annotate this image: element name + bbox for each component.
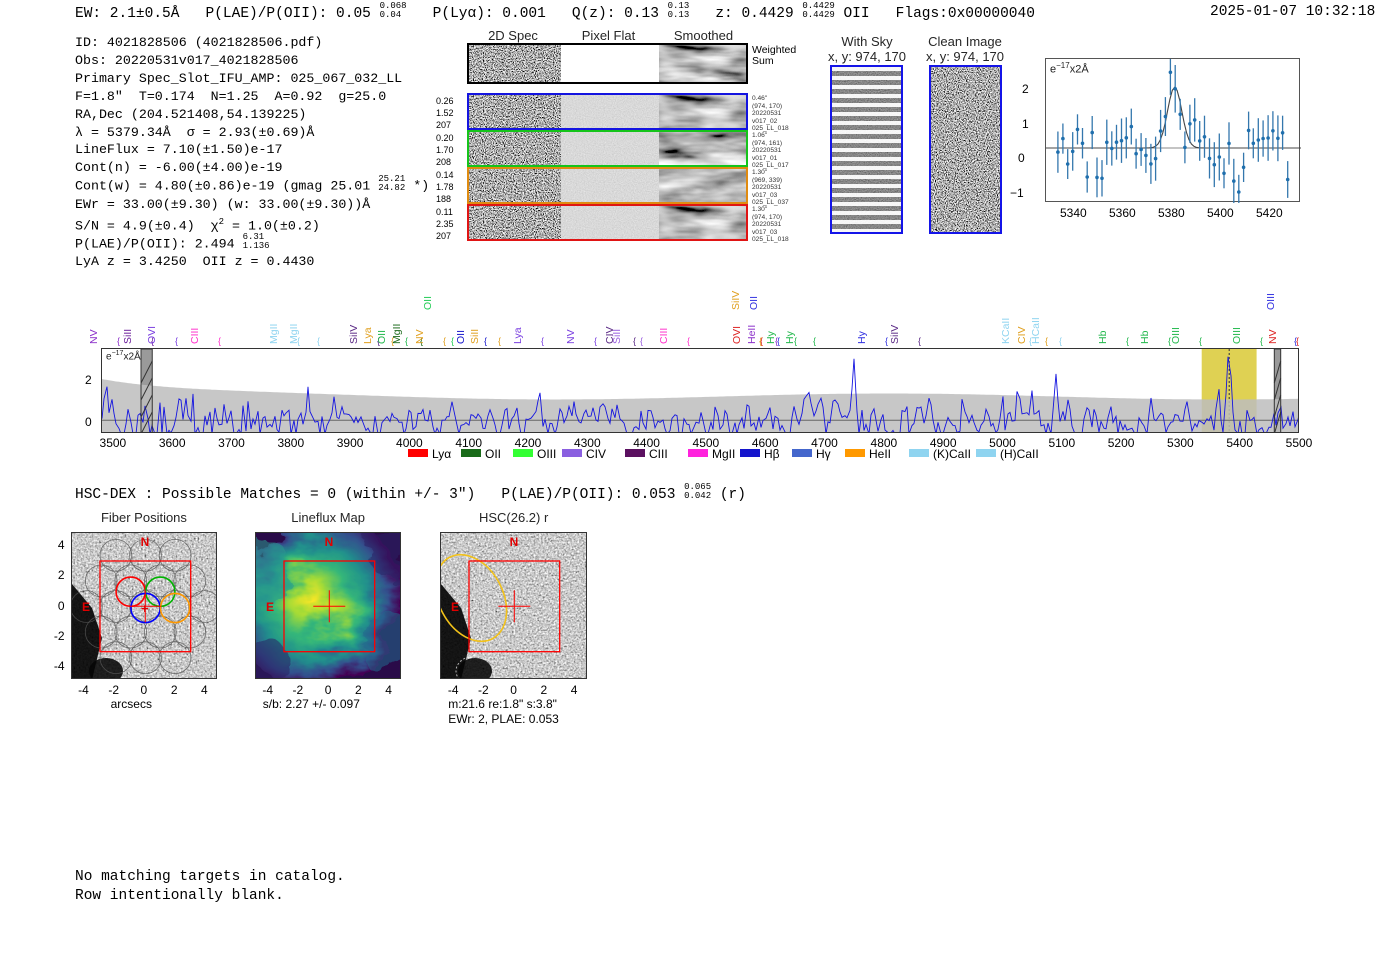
svg-text:E: E <box>266 600 274 614</box>
svg-text:N: N <box>324 535 333 549</box>
svg-text:E: E <box>82 600 90 614</box>
svg-text:E: E <box>451 600 459 614</box>
svg-text:N: N <box>140 535 149 549</box>
svg-text:N: N <box>510 535 519 549</box>
svg-text:+: + <box>141 601 149 616</box>
